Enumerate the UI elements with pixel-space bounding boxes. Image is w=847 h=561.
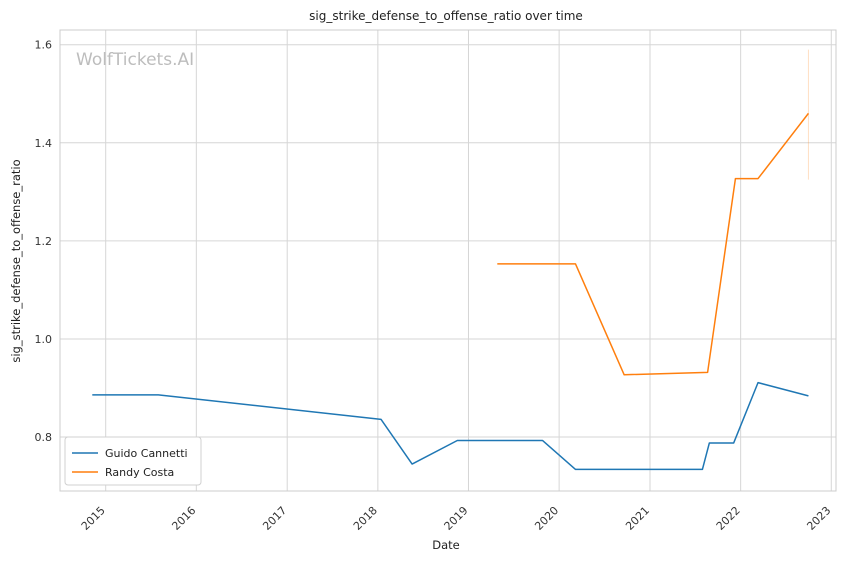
legend: Guido Cannetti Randy Costa bbox=[64, 436, 202, 486]
series-lines bbox=[92, 49, 810, 471]
legend-label-guido-cannetti: Guido Cannetti bbox=[105, 447, 188, 460]
series-line-guido-cannetti bbox=[92, 381, 809, 471]
watermark-text: WolfTickets.AI bbox=[76, 50, 194, 70]
y-tick-label-0.8: 0.8 bbox=[35, 431, 53, 444]
y-tick-labels: 0.8 1.0 1.2 1.4 1.6 bbox=[35, 39, 53, 444]
legend-box bbox=[64, 436, 202, 486]
y-tick-label-1.0: 1.0 bbox=[35, 333, 53, 346]
y-tick-label-1.2: 1.2 bbox=[35, 235, 53, 248]
grid-lines bbox=[60, 30, 836, 491]
y-tick-label-1.6: 1.6 bbox=[35, 39, 53, 52]
y-tick-label-1.4: 1.4 bbox=[35, 137, 53, 150]
legend-label-randy-costa: Randy Costa bbox=[105, 466, 174, 479]
chart-title: sig_strike_defense_to_offense_ratio over… bbox=[309, 9, 583, 23]
x-axis-label: Date bbox=[432, 538, 460, 552]
y-axis-label: sig_strike_defense_to_offense_ratio bbox=[9, 159, 23, 362]
plot-frame bbox=[59, 29, 837, 492]
series-line-randy-costa bbox=[497, 112, 810, 376]
